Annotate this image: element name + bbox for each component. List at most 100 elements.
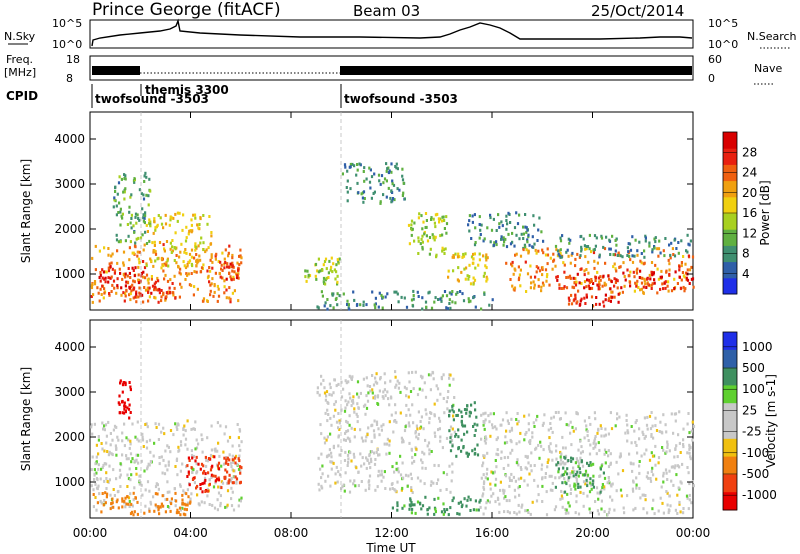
velocity-cell xyxy=(499,423,502,427)
velocity-cell xyxy=(572,466,575,470)
velocity-cell xyxy=(231,481,234,485)
power-cell xyxy=(478,258,481,262)
power-cell xyxy=(381,295,384,299)
velocity-cell xyxy=(606,481,609,485)
velocity-cell xyxy=(586,484,589,488)
velocity-cell xyxy=(318,393,321,397)
velocity-cell xyxy=(240,440,243,444)
velocity-cell xyxy=(608,481,611,485)
power-cell xyxy=(149,220,152,224)
power-cell xyxy=(356,168,359,172)
velocity-cell xyxy=(600,507,603,511)
velocity-cell xyxy=(616,412,619,416)
velocity-cell xyxy=(419,420,422,423)
power-cell xyxy=(107,266,110,270)
velocity-cell xyxy=(581,464,585,468)
power-cell xyxy=(207,274,210,278)
velocity-cell xyxy=(554,411,557,414)
velocity-cell xyxy=(352,395,355,399)
velocity-cell xyxy=(586,480,589,484)
velocity-cell xyxy=(375,372,378,376)
velocity-cell xyxy=(337,382,340,386)
velocity-ylabel: Slant Range [km] xyxy=(19,367,33,471)
velocity-cell xyxy=(575,500,578,504)
power-cell xyxy=(651,250,654,254)
velocity-cell xyxy=(127,477,130,481)
nave-label: Nave xyxy=(754,62,782,75)
velocity-cell xyxy=(375,423,379,426)
velocity-cell xyxy=(508,484,511,488)
power-cell xyxy=(585,247,588,251)
velocity-cell xyxy=(692,424,696,428)
velocity-cell xyxy=(449,425,453,429)
velocity-cell xyxy=(111,497,114,501)
velocity-cell xyxy=(137,461,140,465)
power-cell xyxy=(449,306,452,310)
velocity-cell xyxy=(643,416,646,420)
velocity-cell xyxy=(588,490,592,494)
velocity-cell xyxy=(646,415,649,419)
velocity-cell xyxy=(630,425,633,428)
velocity-cell xyxy=(234,461,237,465)
velocity-cell xyxy=(500,450,503,454)
velocity-cell xyxy=(688,451,691,455)
power-cell xyxy=(163,249,166,253)
velocity-cell xyxy=(678,500,681,504)
velocity-cell xyxy=(562,466,565,470)
colorbar-swatch xyxy=(723,229,737,246)
power-cell xyxy=(561,234,564,238)
velocity-cell xyxy=(563,490,567,494)
power-cell xyxy=(518,237,521,241)
power-cell xyxy=(425,219,428,222)
velocity-cell xyxy=(670,465,673,469)
velocity-cell xyxy=(353,407,356,411)
velocity-cell xyxy=(413,503,416,507)
power-cell xyxy=(219,275,222,279)
power-cell xyxy=(138,218,141,222)
power-cell xyxy=(176,219,179,223)
velocity-cell xyxy=(473,422,476,426)
velocity-cell xyxy=(395,467,398,471)
power-cell xyxy=(172,293,175,297)
velocity-cell xyxy=(571,425,574,429)
power-cell xyxy=(393,290,396,294)
power-cell xyxy=(411,304,415,308)
power-cell xyxy=(556,254,559,258)
power-cell xyxy=(425,234,428,238)
power-cell xyxy=(111,267,114,271)
power-cell xyxy=(469,299,472,303)
power-cell xyxy=(451,300,454,304)
power-cell xyxy=(568,241,571,245)
power-cell xyxy=(479,233,482,236)
power-cell xyxy=(418,212,421,216)
velocity-cell xyxy=(238,444,241,448)
velocity-cell xyxy=(399,473,403,477)
velocity-cell xyxy=(335,384,338,388)
velocity-cell xyxy=(574,461,577,465)
velocity-cell xyxy=(652,473,655,477)
power-cell xyxy=(483,237,486,241)
velocity-cell xyxy=(103,499,106,502)
power-cell xyxy=(651,282,654,286)
power-cell xyxy=(217,294,221,298)
power-cell xyxy=(649,277,652,281)
velocity-cell xyxy=(472,508,475,512)
power-cell xyxy=(428,290,431,294)
power-cell xyxy=(572,286,576,290)
velocity-cell xyxy=(373,419,376,423)
power-cell xyxy=(588,286,592,290)
power-cell xyxy=(137,257,140,261)
power-cell xyxy=(102,296,105,300)
velocity-cell xyxy=(216,449,219,453)
velocity-cell xyxy=(362,377,365,381)
power-cell xyxy=(584,255,587,259)
power-cell xyxy=(373,172,376,176)
power-cell xyxy=(379,182,382,186)
power-cell xyxy=(667,289,670,293)
colorbar-tick-label: 24 xyxy=(742,166,757,180)
velocity-cell xyxy=(475,508,478,512)
power-cell xyxy=(124,292,127,295)
freq-label: Freq. xyxy=(6,53,33,66)
velocity-cell xyxy=(527,422,530,426)
power-cell xyxy=(686,278,690,282)
